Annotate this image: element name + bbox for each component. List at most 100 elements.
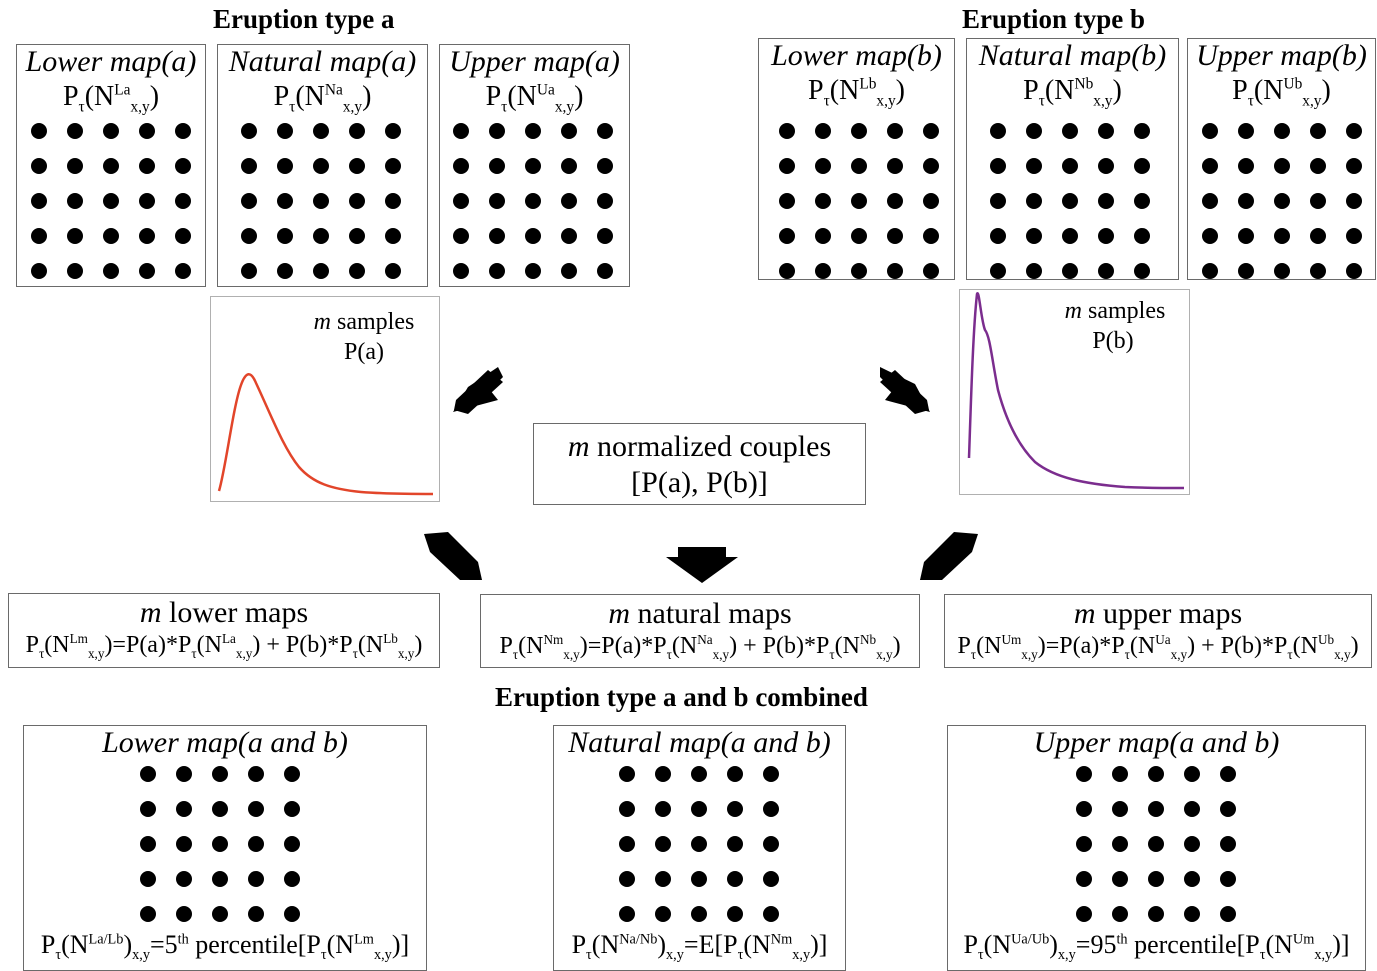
grid-dot xyxy=(241,263,257,279)
grid-dot xyxy=(990,123,1006,139)
grid-dot xyxy=(277,263,293,279)
samples-chart-a: m samples P(a) xyxy=(210,296,440,502)
grid-dot xyxy=(525,228,541,244)
grid-dot xyxy=(489,228,505,244)
grid-dot xyxy=(1148,766,1164,782)
grid-dot xyxy=(525,123,541,139)
grid-dot xyxy=(815,193,831,209)
grid-dot xyxy=(140,801,156,817)
grid-dot xyxy=(103,158,119,174)
grid-dot xyxy=(453,228,469,244)
map-equation: Pτ(NLbx,y) xyxy=(808,75,905,110)
grid-dot xyxy=(1184,766,1200,782)
grid-dot xyxy=(779,263,795,279)
grid-dot xyxy=(31,123,47,139)
map-equation: Pτ(NUax,y) xyxy=(485,81,584,116)
grid-dot xyxy=(103,228,119,244)
grid-dot xyxy=(248,836,264,852)
grid-dot xyxy=(1148,801,1164,817)
grid-dot xyxy=(1184,836,1200,852)
grid-dot xyxy=(691,766,707,782)
grid-dot xyxy=(887,228,903,244)
grid-dot xyxy=(1026,158,1042,174)
grid-dot xyxy=(1076,766,1092,782)
grid-dot xyxy=(139,193,155,209)
grid-dot xyxy=(597,263,613,279)
grid-dot xyxy=(1062,123,1078,139)
grid-dot xyxy=(349,193,365,209)
grid-dot xyxy=(815,123,831,139)
arrow-down-left-icon xyxy=(453,367,503,414)
map-equation: Pτ(NLa/Lb)x,y=5th percentile[Pτ(NLmx,y)] xyxy=(40,930,410,964)
grid-dot xyxy=(727,801,743,817)
samples-label: m samples xyxy=(1064,298,1166,324)
grid-dot xyxy=(1184,871,1200,887)
map-title: Lower map(a) xyxy=(25,45,197,78)
map-title: Upper map(b) xyxy=(1196,39,1367,72)
grid-dot xyxy=(923,193,939,209)
grid-dot xyxy=(176,906,192,922)
grid-dot xyxy=(176,766,192,782)
m-maps-equation: Pτ(NNmx,y)=P(a)*Pτ(NNax,y) + P(b)*Pτ(NNb… xyxy=(499,632,901,662)
m-lower-maps-box: m lower maps Pτ(NLmx,y)=P(a)*Pτ(NLax,y) … xyxy=(8,593,440,668)
grid-dot xyxy=(1134,158,1150,174)
grid-dot xyxy=(103,263,119,279)
grid-dot xyxy=(1112,836,1128,852)
grid-dot xyxy=(349,263,365,279)
grid-dot xyxy=(619,836,635,852)
grid-dot xyxy=(1112,801,1128,817)
grid-dot xyxy=(1238,123,1254,139)
map-title: Natural map(a) xyxy=(228,45,417,78)
grid-dot xyxy=(176,871,192,887)
dot-grid xyxy=(241,123,401,279)
grid-dot xyxy=(851,263,867,279)
grid-dot xyxy=(990,193,1006,209)
grid-dot xyxy=(453,193,469,209)
grid-dot xyxy=(277,158,293,174)
grid-dot xyxy=(139,228,155,244)
upper-map-b: Upper map(b) Pτ(NUbx,y) xyxy=(1187,38,1376,280)
grid-dot xyxy=(313,228,329,244)
grid-dot xyxy=(313,158,329,174)
grid-dot xyxy=(103,193,119,209)
grid-dot xyxy=(561,228,577,244)
grid-dot xyxy=(140,766,156,782)
grid-dot xyxy=(1274,228,1290,244)
grid-dot xyxy=(619,801,635,817)
grid-dot xyxy=(489,263,505,279)
lower-map-b: Lower map(b) Pτ(NLbx,y) xyxy=(758,38,955,280)
grid-dot xyxy=(248,906,264,922)
density-curve-b xyxy=(967,292,1185,490)
grid-dot xyxy=(763,801,779,817)
grid-dot xyxy=(887,263,903,279)
map-title: Lower map(b) xyxy=(771,39,942,72)
grid-dot xyxy=(67,228,83,244)
grid-dot xyxy=(655,871,671,887)
map-equation: Pτ(NUbx,y) xyxy=(1232,75,1331,110)
m-natural-maps-box: m natural maps Pτ(NNmx,y)=P(a)*Pτ(NNax,y… xyxy=(480,594,920,668)
grid-dot xyxy=(385,228,401,244)
samples-chart-b: m samples P(b) xyxy=(959,289,1190,495)
grid-dot xyxy=(1238,158,1254,174)
title-eruption-type-a: Eruption type a xyxy=(213,4,395,34)
grid-dot xyxy=(1098,228,1114,244)
grid-dot xyxy=(248,766,264,782)
grid-dot xyxy=(691,801,707,817)
grid-dot xyxy=(779,158,795,174)
grid-dot xyxy=(284,906,300,922)
normalized-couples-box: m normalized couples [P(a), P(b)] xyxy=(533,423,866,505)
title-eruption-combined: Eruption type a and b combined xyxy=(495,682,868,712)
grid-dot xyxy=(815,263,831,279)
grid-dot xyxy=(597,228,613,244)
grid-dot xyxy=(140,836,156,852)
grid-dot xyxy=(1148,836,1164,852)
grid-dot xyxy=(1134,263,1150,279)
grid-dot xyxy=(349,228,365,244)
grid-dot xyxy=(655,766,671,782)
grid-dot xyxy=(489,123,505,139)
grid-dot xyxy=(1274,193,1290,209)
grid-dot xyxy=(349,158,365,174)
grid-dot xyxy=(525,158,541,174)
grid-dot xyxy=(277,228,293,244)
grid-dot xyxy=(313,123,329,139)
